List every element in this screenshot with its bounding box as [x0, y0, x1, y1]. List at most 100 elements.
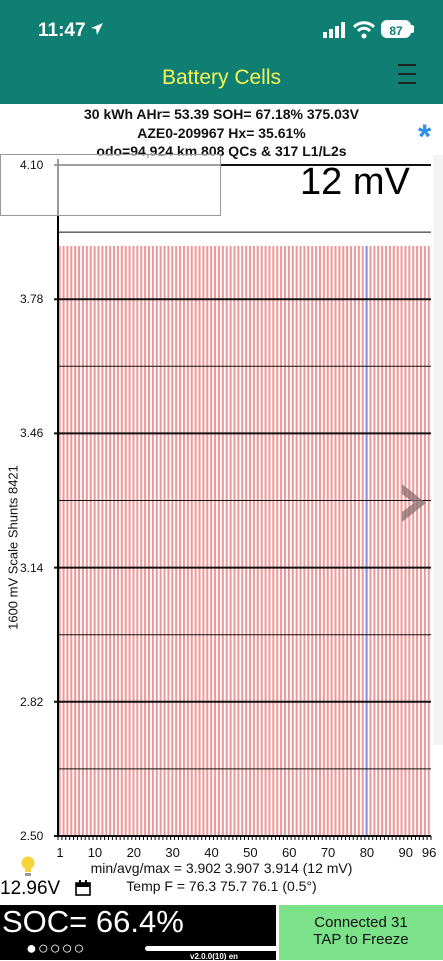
cellular-signal-icon — [323, 22, 345, 38]
cell-bar — [353, 245, 356, 836]
cell-bar — [419, 245, 423, 836]
y-tick-label: 4.10 — [20, 158, 44, 172]
cell-bar — [179, 245, 182, 836]
cell-bar — [252, 245, 255, 836]
cell-bar — [276, 245, 279, 836]
cell-bar — [112, 245, 116, 836]
cell-bar — [58, 245, 61, 836]
cell-bar — [155, 245, 158, 836]
x-tick-label: 70 — [320, 845, 336, 860]
cell-bar — [377, 245, 380, 836]
cell-bar — [388, 245, 391, 836]
x-tick-label: 20 — [126, 845, 142, 860]
cell-bar — [194, 245, 197, 836]
cell-bar — [186, 245, 189, 836]
calendar-icon[interactable] — [75, 880, 91, 896]
cell-bar — [202, 245, 205, 836]
cell-bar — [427, 245, 430, 836]
y-tick-label: 3.46 — [20, 426, 44, 441]
cell-bar — [373, 245, 376, 836]
cell-bar — [159, 245, 162, 836]
x-tick-label: 1 — [56, 845, 64, 860]
x-tick-label: 50 — [243, 845, 258, 860]
cell-bar — [291, 245, 294, 836]
cell-bar — [175, 245, 178, 836]
soc-value: SOC= 66.4% — [2, 904, 184, 939]
cell-bar — [136, 245, 139, 836]
cell-bar — [381, 245, 384, 836]
cell-bar — [342, 245, 345, 836]
wifi-icon — [353, 21, 375, 39]
cell-bar — [350, 245, 353, 836]
page-title: Battery Cells — [161, 66, 282, 89]
cell-bar — [315, 245, 318, 836]
summary-line-1: 30 kWh AHr= 53.39 SOH= 67.18% 375.03V — [84, 106, 359, 122]
page-dots[interactable]: ●○○○○ — [26, 938, 86, 958]
cell-bar — [225, 245, 228, 836]
cell-bar — [346, 245, 349, 836]
cell-bar — [105, 245, 108, 836]
y-tick-label: 3.78 — [20, 292, 44, 307]
cell-bar — [330, 245, 333, 836]
x-tick-label: 90 — [398, 845, 413, 860]
cell-bar — [295, 245, 298, 836]
y-tick-label: 2.50 — [20, 829, 44, 843]
cell-bar — [299, 245, 302, 836]
cell-bar — [81, 245, 84, 836]
location-arrow-icon — [91, 23, 103, 35]
cell-bar — [229, 245, 232, 836]
cell-bar — [109, 245, 112, 836]
cell-bar — [365, 245, 368, 836]
cell-bar — [93, 245, 96, 836]
cell-bar — [307, 245, 310, 836]
asterisk-button[interactable]: * — [418, 118, 432, 156]
cell-bar — [237, 245, 240, 836]
lightbulb-icon[interactable] — [20, 856, 36, 878]
cell-bar — [338, 245, 341, 836]
y-axis-title: 1600 mV Scale Shunts 8421 — [5, 465, 21, 630]
cell-bar — [260, 245, 263, 836]
connection-button[interactable]: Connected 31 TAP to Freeze — [279, 905, 443, 960]
cell-bar — [384, 245, 388, 836]
cell-bar — [171, 245, 174, 836]
cell-voltage-chart[interactable] — [0, 150, 443, 850]
cell-bar — [369, 245, 372, 836]
chevron-right-icon[interactable] — [398, 480, 432, 526]
cell-bar — [101, 245, 104, 836]
x-tick-label: 30 — [165, 845, 180, 860]
x-tick-label: 60 — [281, 845, 297, 860]
cell-bar — [416, 245, 419, 836]
x-tick-label: 40 — [204, 845, 219, 860]
cell-bar — [97, 245, 100, 836]
cell-bar — [116, 245, 119, 836]
cell-bar — [404, 245, 407, 836]
cell-bar — [412, 245, 415, 836]
cell-bar — [147, 245, 151, 836]
cell-bar — [78, 245, 81, 836]
cell-bar — [268, 245, 271, 836]
menu-icon[interactable] — [398, 62, 416, 86]
cell-bar — [241, 245, 244, 836]
cell-bar — [190, 245, 193, 836]
cell-bar — [248, 245, 252, 836]
cell-bar — [62, 245, 65, 836]
cell-bar — [287, 245, 290, 836]
cell-bar — [120, 245, 123, 836]
cell-bar — [311, 245, 314, 836]
aux-voltage: 12.96V — [0, 878, 61, 899]
cell-bar — [256, 245, 259, 836]
cell-bar — [233, 245, 236, 836]
cell-bar — [280, 245, 283, 836]
cell-bar — [392, 245, 395, 836]
tap-freeze-text: TAP to Freeze — [313, 931, 409, 948]
cell-bar — [151, 245, 154, 836]
cell-bar — [66, 245, 69, 836]
header-bar — [0, 0, 443, 104]
x-tick-label: 10 — [87, 845, 103, 860]
cell-bar — [124, 245, 127, 836]
cell-bar — [400, 245, 403, 836]
cell-bar — [283, 245, 287, 836]
cell-bar — [272, 245, 275, 836]
cell-bar — [245, 245, 248, 836]
cell-bar — [182, 245, 186, 836]
